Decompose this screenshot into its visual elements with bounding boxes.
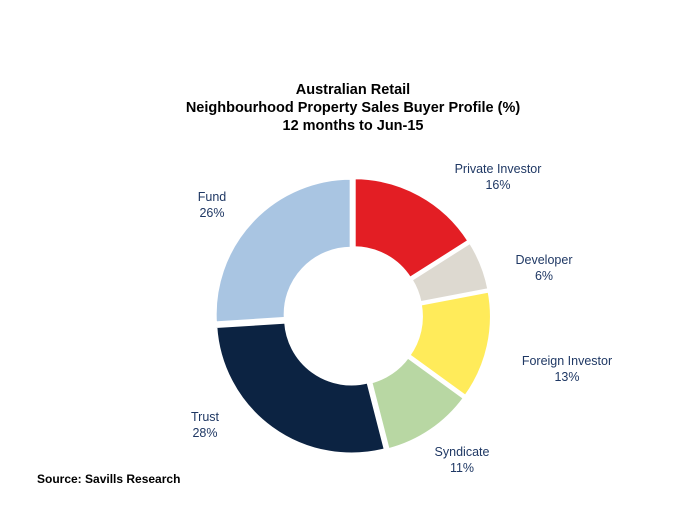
donut-slices [213, 176, 493, 456]
donut-slice-trust [214, 320, 388, 456]
slice-label-value: 6% [535, 269, 553, 283]
slice-label-name: Fund [198, 190, 227, 204]
donut-slice-private-investor [352, 176, 472, 281]
donut-slice-fund [213, 176, 353, 325]
chart-title-line-3: 12 months to Jun-15 [283, 118, 424, 134]
slice-label-value: 13% [554, 370, 579, 384]
slice-label-value: 26% [199, 206, 224, 220]
slice-labels: Private Investor 16% Developer 6% Foreign In… [191, 162, 612, 475]
slice-label-value: 11% [450, 461, 474, 475]
slice-label-name: Private Investor [455, 162, 542, 176]
slice-label-value: 28% [192, 426, 217, 440]
slice-label-name: Developer [516, 253, 573, 267]
source-note: Source: Savills Research [37, 472, 180, 486]
chart-title-line-1: Australian Retail [296, 82, 410, 98]
slice-label-name: Foreign Investor [522, 354, 612, 368]
donut-slice-foreign-investor [406, 289, 493, 399]
slice-label-name: Trust [191, 410, 220, 424]
slice-label-name: Syndicate [435, 445, 490, 459]
donut-slice-syndicate [368, 354, 467, 452]
chart-title-line-2: Neighbourhood Property Sales Buyer Profi… [186, 100, 521, 116]
slice-label-value: 16% [485, 178, 510, 192]
